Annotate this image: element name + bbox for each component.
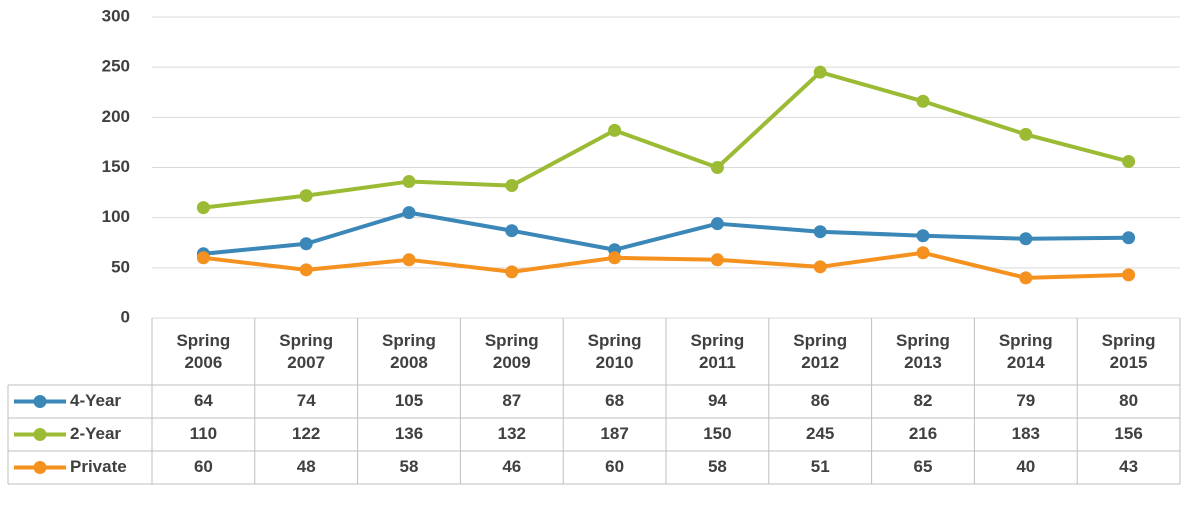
table-value: 87 — [502, 391, 521, 410]
y-tick-label: 100 — [102, 207, 130, 226]
data-point — [710, 253, 724, 267]
table-value: 65 — [914, 457, 933, 476]
table-value: 79 — [1016, 391, 1035, 410]
x-tick-label: Spring 2007 — [279, 330, 334, 372]
table-value: 64 — [194, 391, 213, 410]
table-value: 94 — [708, 391, 727, 410]
data-point — [710, 161, 724, 174]
table-value: 136 — [395, 424, 423, 443]
data-point — [299, 189, 313, 203]
data-point — [916, 94, 930, 108]
data-point — [402, 175, 416, 189]
data-point — [1019, 232, 1033, 246]
data-point — [505, 265, 519, 279]
x-tick-label: Spring 2015 — [1101, 330, 1156, 372]
data-point — [608, 123, 622, 137]
table-value: 51 — [811, 457, 830, 476]
table-value: 43 — [1119, 457, 1138, 476]
data-point — [813, 225, 827, 239]
x-tick-label: Spring 2012 — [793, 330, 848, 372]
table-value: 74 — [297, 391, 316, 410]
table-value: 86 — [811, 391, 830, 410]
data-point — [1019, 127, 1033, 141]
table-value: 58 — [708, 457, 727, 476]
data-point — [916, 246, 930, 260]
data-point — [1122, 231, 1136, 245]
data-point — [402, 206, 416, 220]
table-value: 122 — [292, 424, 320, 443]
table-value: 132 — [498, 424, 526, 443]
x-tick-label: Spring 2014 — [998, 330, 1053, 372]
table-value: 216 — [909, 424, 937, 443]
table-value: 183 — [1012, 424, 1040, 443]
legend-marker — [33, 461, 47, 474]
table-value: 60 — [194, 457, 213, 476]
table-value: 60 — [605, 457, 624, 476]
table-value: 245 — [806, 424, 834, 443]
legend-marker — [33, 428, 47, 441]
data-point — [196, 251, 210, 265]
data-point — [196, 201, 210, 215]
table-value: 48 — [297, 457, 316, 476]
table-value: 105 — [395, 391, 423, 410]
x-tick-label: Spring 2009 — [484, 330, 539, 372]
series-line — [203, 210, 1129, 256]
legend-label: 4-Year — [70, 391, 121, 410]
data-point — [608, 251, 622, 265]
table-value: 80 — [1119, 391, 1138, 410]
y-tick-label: 300 — [102, 6, 130, 25]
data-point — [813, 65, 827, 79]
series-line — [203, 250, 1129, 280]
x-tick-label: Spring 2013 — [896, 330, 950, 372]
table-value: 40 — [1016, 457, 1035, 476]
legend-label: Private — [70, 457, 127, 476]
table-value: 82 — [914, 391, 933, 410]
y-tick-label: 50 — [111, 257, 130, 276]
data-point — [1019, 271, 1033, 285]
series-line — [203, 70, 1130, 210]
legend-marker — [33, 395, 47, 408]
table-value: 46 — [502, 457, 521, 476]
data-point — [813, 260, 827, 274]
data-point — [916, 229, 930, 243]
data-point — [299, 263, 313, 277]
y-tick-label: 0 — [121, 307, 130, 326]
y-tick-label: 150 — [102, 157, 130, 176]
table-value: 156 — [1114, 424, 1142, 443]
x-tick-label: Spring 2010 — [587, 330, 642, 372]
data-point — [402, 253, 416, 267]
data-point — [1122, 268, 1136, 282]
table-value: 110 — [190, 424, 217, 443]
data-point — [505, 179, 519, 193]
data-point — [505, 224, 519, 238]
x-tick-label: Spring 2008 — [382, 330, 436, 372]
y-tick-label: 250 — [102, 57, 130, 76]
x-tick-label: Spring 2011 — [690, 330, 745, 372]
y-tick-label: 200 — [102, 107, 130, 126]
data-point — [710, 217, 724, 231]
table-value: 187 — [600, 424, 628, 443]
table-value: 150 — [703, 424, 731, 443]
data-point — [1122, 154, 1136, 168]
table-value: 68 — [605, 391, 624, 410]
x-tick-label: Spring 2006 — [176, 330, 231, 372]
legend-label: 2-Year — [70, 424, 121, 443]
table-value: 58 — [400, 457, 419, 476]
data-point — [299, 237, 313, 251]
